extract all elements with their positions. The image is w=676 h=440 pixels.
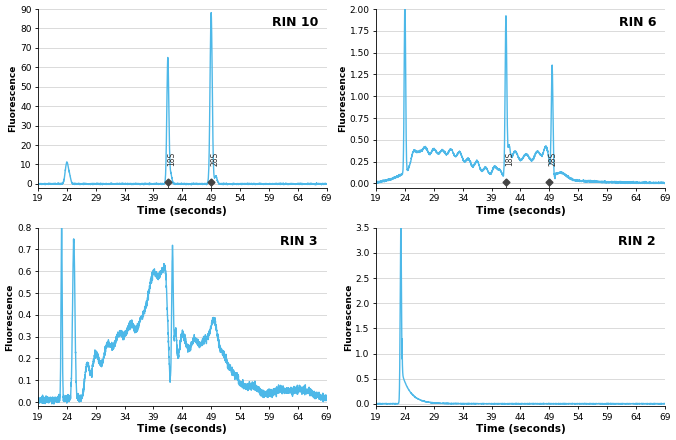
Text: 18S: 18S — [168, 152, 176, 166]
X-axis label: Time (seconds): Time (seconds) — [475, 425, 565, 434]
Y-axis label: Fluorescence: Fluorescence — [338, 65, 347, 132]
Y-axis label: Fluorescence: Fluorescence — [8, 65, 18, 132]
X-axis label: Time (seconds): Time (seconds) — [137, 206, 227, 216]
Text: 28S: 28S — [549, 152, 558, 166]
X-axis label: Time (seconds): Time (seconds) — [137, 425, 227, 434]
Y-axis label: Fluorescence: Fluorescence — [5, 283, 15, 351]
Text: RIN 3: RIN 3 — [281, 235, 318, 248]
Text: RIN 2: RIN 2 — [619, 235, 656, 248]
Text: RIN 10: RIN 10 — [272, 16, 318, 29]
Text: 18S: 18S — [506, 152, 514, 166]
Text: RIN 6: RIN 6 — [619, 16, 656, 29]
Y-axis label: Fluorescence: Fluorescence — [343, 283, 353, 351]
X-axis label: Time (seconds): Time (seconds) — [475, 206, 565, 216]
Text: 28S: 28S — [211, 152, 220, 166]
